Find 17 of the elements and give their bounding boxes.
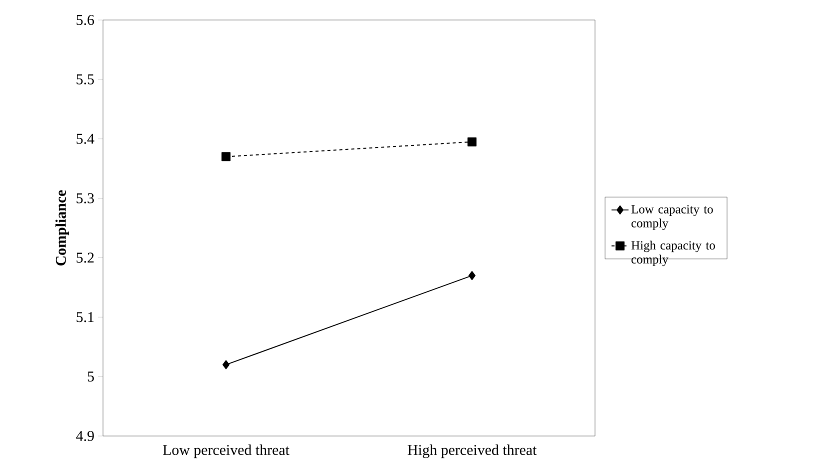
legend-label: Low capacity to comply [631,205,713,230]
y-tick-label: 5 [88,372,94,382]
y-tick-label: 5.6 [76,14,94,26]
point [222,152,231,162]
y-axis-title: Compliance [55,190,69,266]
y-tick-label: 5.2 [76,252,94,263]
point [468,137,477,146]
point [222,360,230,370]
y-tick-label: 5.3 [76,193,94,204]
y-tick-label: 5.5 [76,74,94,84]
point [468,271,476,280]
x-tick-label: Low perceived threat [162,444,290,458]
y-tick-label: 4.9 [76,430,94,442]
legend-label: High capacity to comply [631,240,715,266]
x-tick-label: High perceived threat [408,444,537,458]
y-tick-label: 5.4 [76,134,94,144]
y-tick-label: 5.1 [76,312,94,322]
